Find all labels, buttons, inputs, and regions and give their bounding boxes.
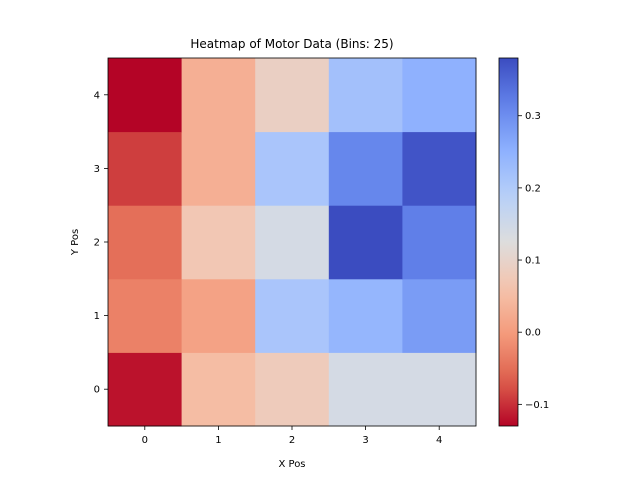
colorbar-tick-label: 0.2 xyxy=(525,183,541,194)
colorbar-ticks: −0.1 0.0 0.1 0.2 0.3 xyxy=(518,111,549,411)
x-tick-label: 2 xyxy=(289,435,295,446)
heatmap-cell-x3-y2 xyxy=(328,205,403,280)
heatmap-cell-x2-y0 xyxy=(255,352,330,427)
x-axis-ticks: 0 1 2 3 4 xyxy=(142,426,442,446)
heatmap-cell-x0-y0 xyxy=(108,352,183,427)
heatmap-cell-x3-y0 xyxy=(328,352,403,427)
x-tick-label: 3 xyxy=(362,435,368,446)
y-axis-label: Y Pos xyxy=(70,229,81,256)
heatmap-cell-x0-y1 xyxy=(108,278,183,353)
y-axis-ticks: 0 1 2 3 4 xyxy=(94,90,108,396)
colorbar-tick-label: 0.3 xyxy=(525,111,541,122)
colorbar-frame xyxy=(498,57,519,427)
heatmap-cell-x2-y3 xyxy=(255,131,330,206)
y-tick-label: 2 xyxy=(94,238,100,249)
y-tick-label: 3 xyxy=(94,164,100,175)
heatmap-cell-x0-y4 xyxy=(108,58,183,133)
heatmap-cells xyxy=(108,58,477,427)
y-tick-label: 4 xyxy=(94,90,100,101)
colorbar-tick-label: −0.1 xyxy=(525,400,549,411)
heatmap-cell-x3-y1 xyxy=(328,278,403,353)
x-tick-label: 1 xyxy=(215,435,221,446)
colorbar-tick-label: 0.0 xyxy=(525,328,541,339)
heatmap-cell-x2-y2 xyxy=(255,205,330,280)
heatmap-cell-x0-y2 xyxy=(108,205,183,280)
x-axis-label: X Pos xyxy=(278,459,305,470)
y-tick-label: 0 xyxy=(94,385,100,396)
x-tick-label: 0 xyxy=(142,435,148,446)
heatmap-cell-x4-y0 xyxy=(402,352,477,427)
heatmap-cell-x3-y3 xyxy=(328,131,403,206)
heatmap-cell-x4-y1 xyxy=(402,278,477,353)
heatmap-cell-x1-y4 xyxy=(181,58,256,133)
colorbar xyxy=(499,58,518,426)
heatmap-cell-x2-y1 xyxy=(255,278,330,353)
heatmap-cell-x4-y4 xyxy=(402,58,477,133)
colorbar-tick-label: 0.1 xyxy=(525,256,541,267)
heatmap-cell-x1-y1 xyxy=(181,278,256,353)
x-tick-label: 4 xyxy=(436,435,442,446)
heatmap-cell-x1-y0 xyxy=(181,352,256,427)
heatmap-cell-x4-y2 xyxy=(402,205,477,280)
heatmap-cell-x1-y2 xyxy=(181,205,256,280)
chart-title: Heatmap of Motor Data (Bins: 25) xyxy=(190,37,393,51)
heatmap-cell-x0-y3 xyxy=(108,131,183,206)
heatmap-cell-x4-y3 xyxy=(402,131,477,206)
y-tick-label: 1 xyxy=(94,311,100,322)
heatmap-cell-x2-y4 xyxy=(255,58,330,133)
heatmap-cell-x3-y4 xyxy=(328,58,403,133)
heatmap-cell-x1-y3 xyxy=(181,131,256,206)
